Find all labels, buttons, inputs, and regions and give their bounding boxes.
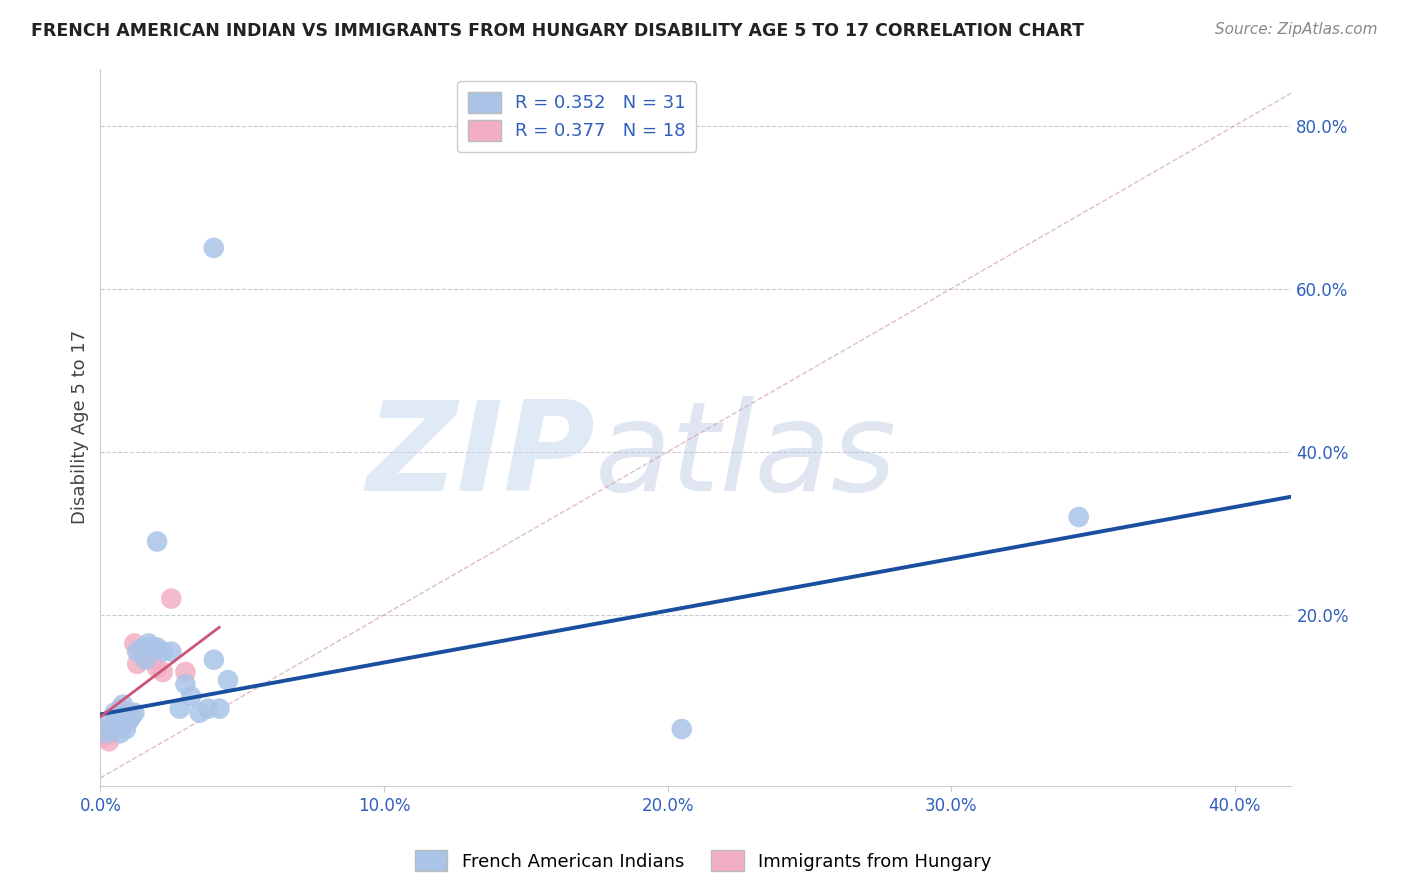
Point bbox=[1067, 510, 1090, 524]
Point bbox=[97, 714, 120, 728]
Point bbox=[146, 640, 169, 655]
Text: atlas: atlas bbox=[595, 395, 897, 516]
Point bbox=[103, 718, 125, 732]
Point bbox=[97, 734, 120, 748]
Point bbox=[169, 701, 191, 715]
Point bbox=[100, 722, 122, 736]
Point bbox=[141, 640, 163, 655]
Point bbox=[197, 701, 219, 715]
Point bbox=[108, 726, 131, 740]
Point bbox=[118, 706, 141, 720]
Point bbox=[135, 653, 157, 667]
Point bbox=[121, 710, 143, 724]
Point bbox=[146, 661, 169, 675]
Point bbox=[152, 644, 174, 658]
Point bbox=[174, 677, 197, 691]
Point bbox=[152, 665, 174, 679]
Point bbox=[146, 534, 169, 549]
Point bbox=[132, 644, 155, 658]
Point bbox=[115, 722, 138, 736]
Point bbox=[180, 690, 202, 704]
Point bbox=[671, 722, 693, 736]
Legend: R = 0.352   N = 31, R = 0.377   N = 18: R = 0.352 N = 31, R = 0.377 N = 18 bbox=[457, 81, 696, 152]
Point bbox=[141, 653, 163, 667]
Point bbox=[103, 706, 125, 720]
Point bbox=[112, 698, 135, 712]
Point bbox=[208, 701, 231, 715]
Point bbox=[132, 640, 155, 655]
Point bbox=[127, 657, 149, 671]
Point bbox=[124, 706, 146, 720]
Text: FRENCH AMERICAN INDIAN VS IMMIGRANTS FROM HUNGARY DISABILITY AGE 5 TO 17 CORRELA: FRENCH AMERICAN INDIAN VS IMMIGRANTS FRO… bbox=[31, 22, 1084, 40]
Point bbox=[108, 701, 131, 715]
Point bbox=[94, 722, 117, 736]
Point bbox=[217, 673, 239, 687]
Point bbox=[160, 644, 183, 658]
Point bbox=[112, 718, 135, 732]
Point bbox=[138, 640, 160, 655]
Text: Source: ZipAtlas.com: Source: ZipAtlas.com bbox=[1215, 22, 1378, 37]
Point bbox=[202, 653, 225, 667]
Point bbox=[188, 706, 211, 720]
Point bbox=[91, 730, 114, 744]
Point bbox=[202, 241, 225, 255]
Point bbox=[124, 636, 146, 650]
Point bbox=[160, 591, 183, 606]
Point bbox=[105, 710, 128, 724]
Point bbox=[118, 714, 141, 728]
Text: ZIP: ZIP bbox=[366, 395, 595, 516]
Point bbox=[105, 718, 128, 732]
Point bbox=[100, 726, 122, 740]
Point bbox=[138, 636, 160, 650]
Point bbox=[94, 726, 117, 740]
Point bbox=[127, 644, 149, 658]
Y-axis label: Disability Age 5 to 17: Disability Age 5 to 17 bbox=[72, 330, 89, 524]
Point bbox=[174, 665, 197, 679]
Legend: French American Indians, Immigrants from Hungary: French American Indians, Immigrants from… bbox=[408, 843, 998, 879]
